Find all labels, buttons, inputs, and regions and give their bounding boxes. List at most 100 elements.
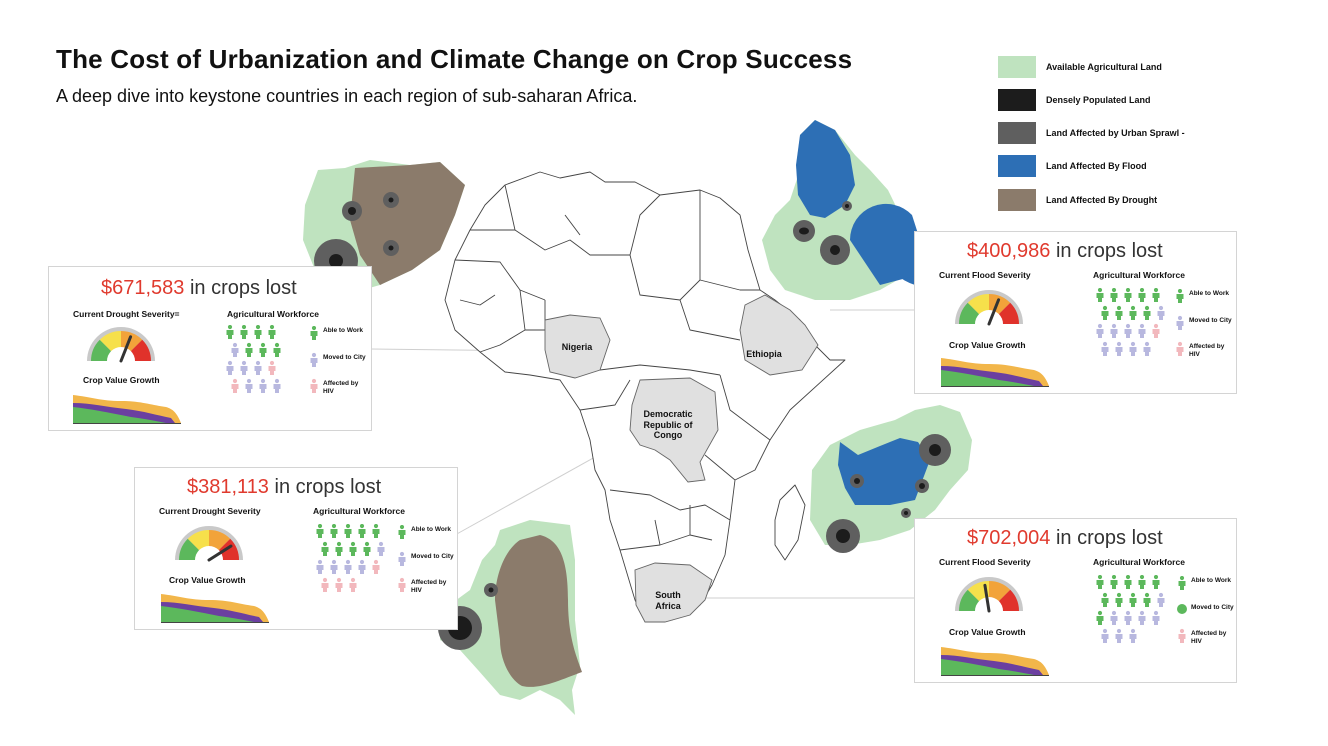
worker-figure [1157,305,1165,320]
highlighted-countries [544,294,819,623]
workforce-grid [226,325,281,393]
worker-figure [1138,575,1146,589]
worker-moved-icon [398,551,406,566]
nigeria-city [388,197,394,203]
worker-figure [344,559,352,574]
worker-figure [349,577,357,592]
legend-item-agricultural: Available Agricultural Land [998,56,1162,78]
drc-drought-area [495,535,582,687]
worker-figure [1124,575,1132,589]
growth-area-green [161,606,254,622]
worker-figure [1152,288,1160,302]
nigeria-city [329,254,343,268]
worker-figure [1129,341,1137,356]
worker-figure [1138,288,1146,302]
crop-growth-chart [941,358,1049,387]
legend-able: Able to Work [323,327,363,334]
ethiopia-inset [762,120,920,300]
worker-figure [226,325,234,339]
workforce-grid [1096,288,1165,356]
severity-label: Current Flood Severity [939,270,1031,280]
loss-suffix: in crops lost [268,476,382,498]
severity-gauge [175,526,243,564]
ethiopia-flood-area [849,203,920,285]
legend-moved: Moved to City [411,553,454,560]
workforce-label: Agricultural Workforce [313,506,405,516]
ethiopia-city [830,245,840,255]
severity-label: Current Flood Severity [939,557,1031,567]
gauge-needle [207,544,233,562]
worker-figure [1143,592,1151,607]
card-heading: $702,004 in crops lost [967,527,1163,550]
worker-figure [268,325,276,339]
legend-swatch-flood [998,155,1036,177]
worker-figure [1143,305,1151,320]
ethiopia-city [799,227,809,235]
workforce-legend-icons [398,525,406,592]
worker-able-icon [1178,576,1186,590]
worker-figure [1115,628,1123,643]
legend-hiv: Affected by HIV [1189,343,1225,358]
worker-able-icon [398,525,406,539]
worker-figure [1110,575,1118,589]
gauge-center [195,546,223,564]
worker-figure [344,524,352,538]
loss-amount: $381,113 [187,476,269,498]
legend-moved: Moved to City [1189,317,1232,324]
worker-figure [372,524,380,538]
legend-swatch-drought [998,189,1036,211]
nigeria-shape [544,314,611,379]
worker-figure [1115,592,1123,607]
worker-figure [1096,288,1104,302]
workforce-legend-icons [310,326,318,393]
worker-figure [1138,323,1146,338]
card-heading: $400,986 in crops lost [967,240,1163,263]
gauge-center [975,310,1003,328]
legend-item-dense: Densely Populated Land [998,89,1151,111]
legend-hiv: Affected by HIV [1191,630,1227,645]
worker-able-icon [1176,289,1184,303]
map-label-south-africa: South Africa [655,590,681,611]
worker-figure [1110,610,1118,625]
drc-shape [629,377,719,483]
severity-gauge [955,577,1023,615]
crop-growth-chart [941,647,1049,676]
loss-amount: $671,583 [101,277,185,299]
worker-figure [259,342,267,357]
worker-figure [1110,323,1118,338]
workforce-grid [316,524,385,592]
worker-figure [1152,610,1160,625]
workforce-legend-icons [1177,576,1187,643]
drc-inset [438,520,582,715]
loss-amount: $400,986 [967,240,1051,262]
south-africa-flood-area [838,438,930,505]
legend-label: Land Affected By Flood [1046,161,1147,171]
legend-able: Able to Work [411,526,451,533]
worker-figure [1124,323,1132,338]
nigeria-drought-area [350,162,465,285]
worker-figure [1101,628,1109,643]
nigeria-city [348,207,356,215]
worker-figure [1115,341,1123,356]
worker-figure [245,342,253,357]
worker-figure [335,541,343,556]
legend-swatch-dense [998,89,1036,111]
growth-label: Crop Value Growth [949,627,1026,637]
worker-figure [1096,575,1104,589]
legend-hiv: Affected by HIV [323,380,359,395]
south-africa-inset [810,405,972,553]
legend-able: Able to Work [1191,577,1231,584]
worker-figure [1096,323,1104,338]
worker-figure [231,342,239,357]
page-subtitle: A deep dive into keystone countries in e… [56,86,638,106]
growth-label: Crop Value Growth [169,575,246,585]
growth-label: Crop Value Growth [83,375,160,385]
legend-label: Available Agricultural Land [1046,62,1162,72]
worker-figure [1143,341,1151,356]
worker-figure [1157,592,1165,607]
worker-hiv-icon [310,378,318,393]
info-card-south-africa: $702,004 in crops lost Current Flood Sev… [914,518,1237,683]
worker-figure [1138,610,1146,625]
gauge-center [107,347,135,365]
